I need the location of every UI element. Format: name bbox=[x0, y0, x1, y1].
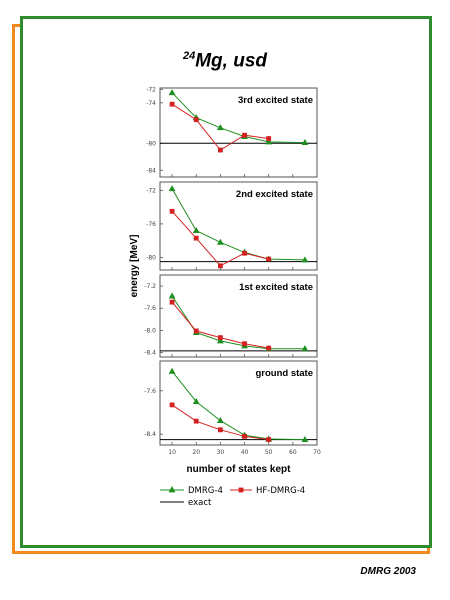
hf-dmrg-point bbox=[242, 341, 247, 347]
y-axis-label: energy [MeV] bbox=[129, 235, 140, 298]
credit-text: DMRG 2003 bbox=[360, 566, 416, 577]
panel-1: -72 -74 -80 -84 3rd excited state bbox=[146, 86, 318, 178]
y-tick-label: -8.4 bbox=[144, 431, 156, 438]
dmrg-point bbox=[168, 367, 176, 374]
legend-dmrg-marker bbox=[168, 486, 176, 493]
y-tick-label: -80 bbox=[146, 254, 156, 261]
y-tick-label: -8.0 bbox=[144, 327, 156, 334]
panel-frame bbox=[159, 181, 318, 271]
hf-dmrg-point bbox=[266, 256, 272, 262]
hf-dmrg-point bbox=[242, 132, 247, 138]
legend-label: DMRG-4 bbox=[188, 486, 223, 496]
y-tick-label: -72 bbox=[146, 187, 156, 194]
dmrg-point bbox=[192, 398, 200, 405]
dmrg-point bbox=[301, 256, 309, 263]
dmrg-point bbox=[216, 337, 224, 344]
panel-4: -7.6 -8.4 ground state bbox=[144, 360, 318, 446]
page-title: 24Mg, usd bbox=[0, 50, 450, 72]
panel-label: 2nd excited state bbox=[236, 189, 313, 200]
panel-label: 3rd excited state bbox=[238, 95, 313, 106]
hf-dmrg-point bbox=[217, 263, 223, 269]
title-text: Mg, usd bbox=[195, 50, 268, 72]
x-axis-label: number of states kept bbox=[187, 464, 292, 475]
x-tick-label: 60 bbox=[289, 449, 297, 456]
hf-dmrg-point bbox=[169, 299, 175, 305]
y-tick-label: -74 bbox=[146, 100, 156, 107]
x-tick-label: 40 bbox=[241, 449, 249, 456]
hf-dmrg-point bbox=[266, 437, 272, 442]
legend-hf-marker bbox=[238, 487, 244, 493]
hf-dmrg-point bbox=[169, 101, 175, 107]
y-tick-label: -84 bbox=[146, 167, 156, 174]
series-line-dmrg bbox=[171, 188, 305, 261]
panel-frame bbox=[159, 87, 318, 178]
y-tick-label: -7.6 bbox=[144, 388, 156, 395]
dmrg-point bbox=[168, 292, 176, 299]
series-line-dmrg bbox=[171, 92, 305, 144]
legend-label: HF-DMRG-4 bbox=[256, 486, 305, 496]
dmrg-point bbox=[192, 227, 200, 234]
legend: DMRG-4 HF-DMRG-4 exact bbox=[160, 486, 305, 508]
dmrg-point bbox=[168, 185, 176, 192]
hf-dmrg-point bbox=[193, 235, 199, 241]
panel-frame bbox=[159, 274, 318, 358]
hf-dmrg-point bbox=[169, 402, 175, 408]
hf-dmrg-point bbox=[193, 328, 199, 334]
y-tick-label: -72 bbox=[146, 86, 156, 93]
x-tick-label: 30 bbox=[217, 449, 225, 456]
hf-dmrg-point bbox=[193, 117, 199, 123]
hf-dmrg-point bbox=[266, 345, 272, 351]
hf-dmrg-point bbox=[266, 136, 272, 141]
y-tick-label: -7.2 bbox=[144, 283, 156, 290]
x-tick-label: 70 bbox=[313, 449, 321, 456]
dmrg-point bbox=[216, 238, 224, 245]
dmrg-point bbox=[168, 89, 176, 96]
hf-dmrg-point bbox=[217, 147, 223, 153]
hf-dmrg-point bbox=[193, 418, 199, 424]
y-tick-label: -7.6 bbox=[144, 305, 156, 312]
dmrg-point bbox=[216, 417, 224, 424]
dmrg-point bbox=[301, 139, 309, 146]
panel-2: -72 -76 -80 2nd excited state bbox=[146, 181, 318, 271]
dmrg-point bbox=[301, 345, 309, 352]
hf-dmrg-point bbox=[242, 433, 247, 439]
hf-dmrg-point bbox=[217, 335, 223, 341]
panel-label: 1st excited state bbox=[239, 282, 313, 293]
dmrg-point bbox=[265, 138, 273, 145]
hf-dmrg-point bbox=[217, 427, 223, 433]
x-tick-label: 20 bbox=[192, 449, 200, 456]
y-tick-label: -76 bbox=[146, 221, 156, 228]
hf-dmrg-point bbox=[242, 250, 247, 256]
hf-dmrg-point bbox=[169, 208, 175, 214]
dmrg-point bbox=[216, 124, 224, 131]
dmrg-point bbox=[301, 435, 309, 442]
x-tick-label: 10 bbox=[168, 449, 176, 456]
x-tick-label: 50 bbox=[265, 449, 273, 456]
y-tick-label: -80 bbox=[146, 140, 156, 147]
y-tick-label: -8.4 bbox=[144, 350, 156, 357]
title-superscript: 24 bbox=[182, 50, 196, 62]
series-line-dmrg bbox=[171, 370, 305, 441]
panel-3: -7.2 -7.6 -8.0 -8.4 1st excited state bbox=[144, 274, 318, 358]
legend-label: exact bbox=[188, 498, 212, 508]
panel-label: ground state bbox=[255, 368, 313, 379]
